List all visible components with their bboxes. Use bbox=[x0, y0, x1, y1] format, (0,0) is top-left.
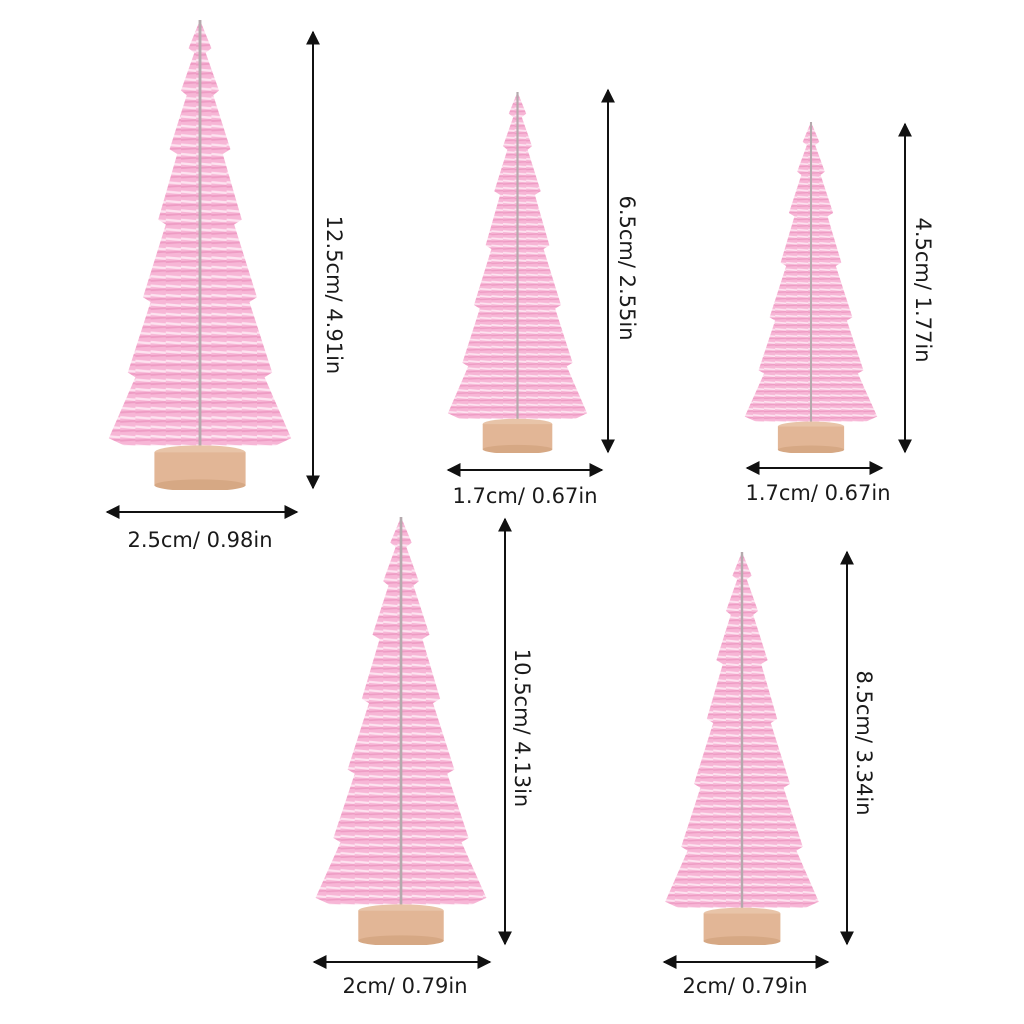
width-label: 2.5cm/ 0.98in bbox=[127, 528, 272, 552]
tree bbox=[743, 122, 879, 453]
width-label: 1.7cm/ 0.67in bbox=[452, 484, 597, 508]
width-label: 1.7cm/ 0.67in bbox=[745, 481, 890, 505]
tree bbox=[107, 20, 293, 490]
height-label: 12.5cm/ 4.91in bbox=[322, 216, 346, 374]
height-label: 6.5cm/ 2.55in bbox=[615, 195, 639, 340]
tree bbox=[313, 517, 489, 945]
height-label: 10.5cm/ 4.13in bbox=[510, 649, 534, 807]
height-label: 4.5cm/ 1.77in bbox=[911, 217, 935, 362]
tree bbox=[446, 92, 589, 453]
tree bbox=[663, 552, 821, 945]
width-label: 2cm/ 0.79in bbox=[682, 974, 807, 998]
height-label: 8.5cm/ 3.34in bbox=[852, 670, 876, 815]
width-label: 2cm/ 0.79in bbox=[342, 974, 467, 998]
